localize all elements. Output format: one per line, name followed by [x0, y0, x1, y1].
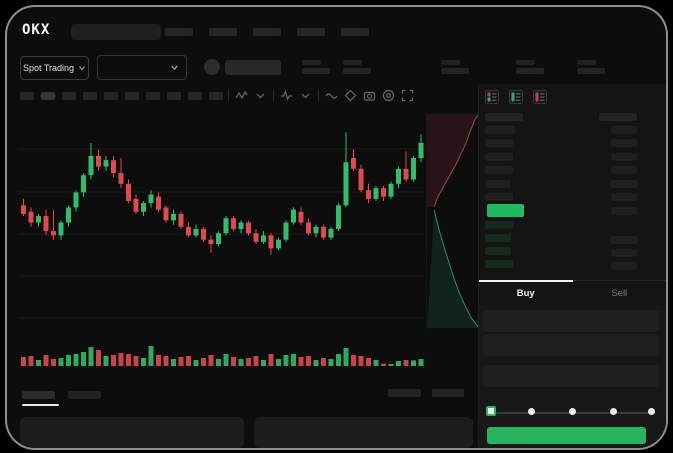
- bottom-action-button-1[interactable]: [388, 389, 421, 397]
- timeframe-button[interactable]: [83, 92, 97, 100]
- tab-sell[interactable]: Sell: [611, 287, 628, 299]
- slider-stop-dot[interactable]: [610, 408, 617, 415]
- orderbook-price-header: [485, 113, 523, 121]
- amount-cell-skeleton: [611, 126, 637, 134]
- ask-row[interactable]: [485, 139, 513, 147]
- last-price-highlight[interactable]: [487, 204, 524, 217]
- ticker-stat-value: [441, 68, 469, 74]
- amount-cell-skeleton: [611, 262, 637, 270]
- fullscreen-icon[interactable]: [401, 89, 414, 102]
- line-tool-icon[interactable]: [325, 89, 338, 102]
- chevron-down-icon: [79, 66, 85, 71]
- chevron-down-icon[interactable]: [254, 89, 267, 102]
- amount-cell-skeleton: [611, 166, 637, 174]
- ask-row[interactable]: [485, 153, 513, 161]
- bottom-tab-active[interactable]: [22, 391, 55, 399]
- toolbar-separator: [318, 89, 319, 101]
- amount-cell-skeleton: [611, 207, 637, 215]
- orders-panel-right: [254, 417, 473, 448]
- depth-chart[interactable]: [426, 112, 478, 330]
- amount-cell-skeleton: [611, 236, 637, 244]
- timeframe-bar: [20, 92, 223, 100]
- amount-slider-handle[interactable]: [486, 406, 496, 416]
- ticker-stat-value: [302, 68, 330, 74]
- app-window: OKX Spot Trading Buy Sell: [7, 7, 666, 448]
- toolbar-separator: [273, 89, 274, 101]
- drawing-tools-icon[interactable]: [344, 89, 357, 102]
- pair-selector-dropdown[interactable]: [97, 55, 187, 80]
- orderbook-view-toggles: [485, 90, 547, 104]
- timeframe-button[interactable]: [41, 92, 55, 100]
- timeframe-button[interactable]: [125, 92, 139, 100]
- bid-row[interactable]: [485, 234, 511, 242]
- settings-circle-icon[interactable]: [382, 89, 395, 102]
- ticker-stat-label: [302, 60, 321, 65]
- ticker-stat-value: [343, 68, 371, 74]
- orderbook-amount-header: [599, 113, 637, 121]
- candlestick-chart[interactable]: [18, 110, 424, 372]
- orderbook-bids-icon[interactable]: [509, 90, 523, 104]
- slider-stop-dot[interactable]: [648, 408, 655, 415]
- orderbook-asks-icon[interactable]: [533, 90, 547, 104]
- order-form-input[interactable]: [483, 334, 659, 356]
- coin-avatar: [204, 59, 220, 75]
- timeframe-button[interactable]: [146, 92, 160, 100]
- amount-cell-skeleton: [611, 153, 637, 161]
- orders-panel-left: [20, 417, 244, 448]
- okx-logo: OKX: [22, 22, 51, 38]
- candle-style-icon[interactable]: [235, 89, 248, 102]
- ticker-stat-label: [441, 60, 460, 65]
- ask-row[interactable]: [485, 193, 513, 201]
- market-type-label: Spot Trading: [22, 63, 75, 73]
- timeframe-button[interactable]: [167, 92, 181, 100]
- chart-tools: [228, 88, 414, 102]
- ticker-stat-label: [343, 60, 362, 65]
- nav-item-skeleton[interactable]: [209, 28, 237, 36]
- tab-buy[interactable]: Buy: [479, 280, 573, 305]
- amount-cell-skeleton: [611, 180, 637, 188]
- order-form-input[interactable]: [483, 310, 659, 332]
- slider-stop-dot[interactable]: [569, 408, 576, 415]
- nav-item-skeleton[interactable]: [165, 28, 193, 36]
- search-input[interactable]: [71, 24, 161, 40]
- bid-row[interactable]: [485, 221, 513, 229]
- bottom-action-button-2[interactable]: [432, 389, 464, 397]
- ticker-stat-value: [577, 68, 605, 74]
- bottom-tab-underline: [22, 404, 59, 406]
- ask-row[interactable]: [485, 166, 513, 174]
- nav-item-skeleton[interactable]: [341, 28, 369, 36]
- order-form-input[interactable]: [483, 365, 659, 387]
- trade-panel: Buy Sell: [478, 84, 666, 448]
- timeframe-button[interactable]: [62, 92, 76, 100]
- bottom-tab-inactive[interactable]: [68, 391, 101, 399]
- timeframe-button[interactable]: [20, 92, 34, 100]
- orderbook-combined-icon[interactable]: [485, 90, 499, 104]
- slider-stop-dot[interactable]: [528, 408, 535, 415]
- buy-submit-button[interactable]: [487, 427, 646, 444]
- nav-item-skeleton[interactable]: [297, 28, 325, 36]
- timeframe-button[interactable]: [209, 92, 223, 100]
- chevron-down-icon: [171, 65, 178, 71]
- top-nav: [165, 28, 369, 36]
- chevron-down-icon[interactable]: [299, 89, 312, 102]
- indicators-icon[interactable]: [280, 89, 293, 102]
- camera-icon[interactable]: [363, 89, 376, 102]
- bid-row[interactable]: [485, 260, 513, 268]
- market-type-dropdown[interactable]: Spot Trading: [20, 56, 89, 80]
- amount-cell-skeleton: [611, 139, 637, 147]
- trade-tab-bar: Buy Sell: [479, 280, 666, 305]
- timeframe-button[interactable]: [104, 92, 118, 100]
- pair-name-skeleton: [225, 60, 281, 75]
- amount-cell-skeleton: [611, 193, 637, 201]
- amount-cell-skeleton: [611, 249, 637, 257]
- ticker-stat-label: [516, 60, 535, 65]
- toolbar-separator: [228, 89, 229, 101]
- ticker-stat-label: [577, 60, 596, 65]
- nav-item-skeleton[interactable]: [253, 28, 281, 36]
- timeframe-button[interactable]: [188, 92, 202, 100]
- ask-row[interactable]: [485, 180, 511, 188]
- ask-row[interactable]: [485, 126, 515, 134]
- bid-row[interactable]: [485, 247, 511, 255]
- ticker-stat-value: [516, 68, 544, 74]
